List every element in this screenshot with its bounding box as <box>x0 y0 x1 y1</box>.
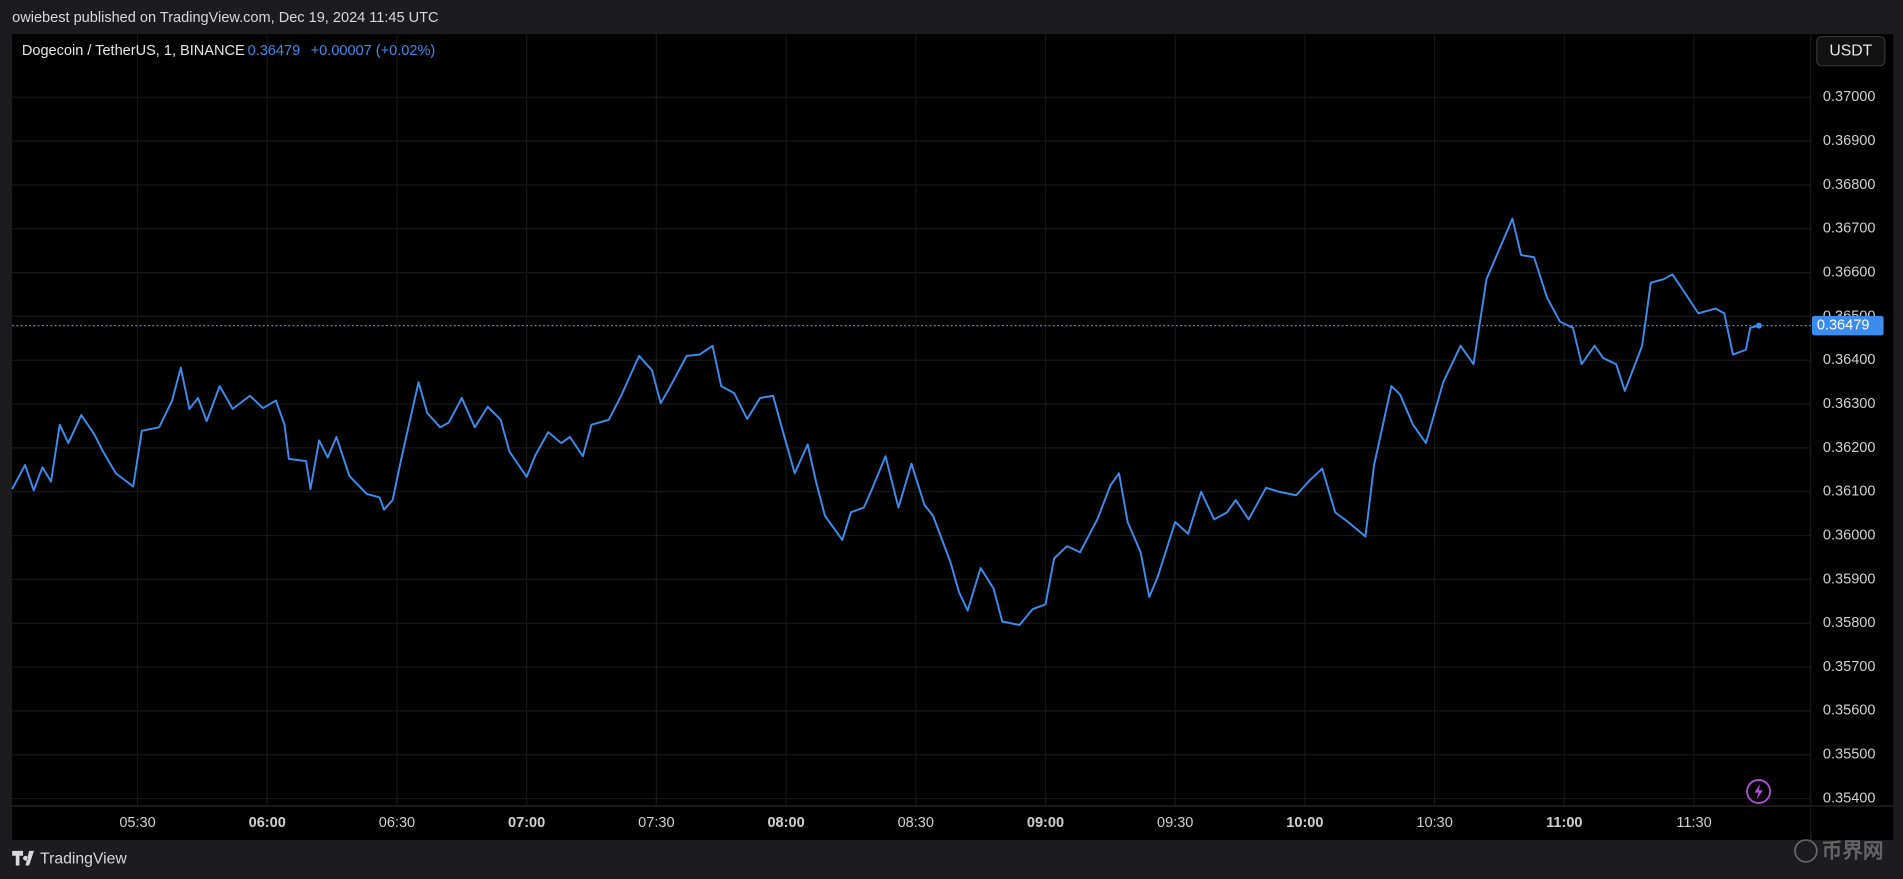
lightning-button[interactable] <box>1746 779 1772 804</box>
last-price-tag <box>1811 315 1884 336</box>
y-tick-label: 0.36700 <box>1823 221 1876 237</box>
x-tick-label: 09:30 <box>1157 815 1193 831</box>
x-tick-label: 11:30 <box>1676 815 1711 831</box>
y-tick-label: 0.36800 <box>1823 177 1876 193</box>
header-price: 0.36479 <box>248 43 301 59</box>
y-tick-label: 0.35500 <box>1823 747 1876 763</box>
watermark-text: 币界网 <box>1822 840 1884 863</box>
x-tick-label: 07:00 <box>508 815 545 831</box>
currency-button-bg[interactable] <box>1816 35 1886 67</box>
y-tick-label: 0.35400 <box>1823 790 1876 806</box>
x-tick-label: 08:00 <box>767 815 804 831</box>
x-tick-label: 11:00 <box>1546 815 1582 831</box>
labels: 0.35400 0.35500 0.35600 0.35700 0.35800 0.359… <box>119 89 1884 831</box>
grid <box>12 34 1811 807</box>
plot <box>11 217 1811 626</box>
watermark: 币界网 <box>1794 839 1884 863</box>
y-tick-label: 0.36300 <box>1823 396 1876 412</box>
y-tick-label: 0.35900 <box>1823 571 1876 587</box>
lightning-icon[interactable] <box>1754 783 1763 800</box>
x-tick-label: 08:30 <box>898 815 934 831</box>
y-tick-label: 0.36600 <box>1823 264 1876 280</box>
last-price-label: 0.36479 <box>1817 317 1870 333</box>
brand-logo[interactable] <box>12 850 34 866</box>
currency-button-label[interactable]: USDT <box>1829 42 1872 59</box>
x-tick-label: 10:00 <box>1286 815 1323 831</box>
y-tick-label: 0.35700 <box>1823 659 1876 675</box>
price-line <box>11 217 1760 626</box>
x-tick-label: 05:30 <box>119 815 155 831</box>
watermark-icon <box>1794 839 1818 863</box>
x-tick-label: 10:30 <box>1416 815 1452 831</box>
chart-panel <box>12 34 1894 841</box>
y-tick-label: 0.35600 <box>1823 703 1876 719</box>
y-tick-label: 0.36400 <box>1823 352 1876 368</box>
y-tick-label: 0.36100 <box>1823 484 1876 500</box>
y-tick-label: 0.37000 <box>1823 89 1876 105</box>
published-line: owiebest published on TradingView.com, D… <box>12 10 438 26</box>
lightning-circle[interactable] <box>1746 779 1772 804</box>
brand[interactable]: TradingView <box>12 851 127 868</box>
x-tick-label: 07:30 <box>638 815 674 831</box>
brand-name[interactable]: TradingView <box>40 851 127 868</box>
y-tick-label: 0.36200 <box>1823 440 1876 456</box>
symbol-title: Dogecoin / TetherUS, 1, BINANCE <box>22 43 245 59</box>
y-tick-label: 0.35800 <box>1823 615 1876 631</box>
x-tick-label: 06:00 <box>249 815 286 831</box>
y-tick-label: 0.36000 <box>1823 527 1876 543</box>
currency-button[interactable]: USDT <box>1816 35 1886 67</box>
header-change: +0.00007 (+0.02%) <box>311 43 436 59</box>
y-tick-label: 0.36900 <box>1823 133 1876 149</box>
x-tick-label: 09:00 <box>1027 815 1064 831</box>
x-tick-label: 06:30 <box>379 815 415 831</box>
